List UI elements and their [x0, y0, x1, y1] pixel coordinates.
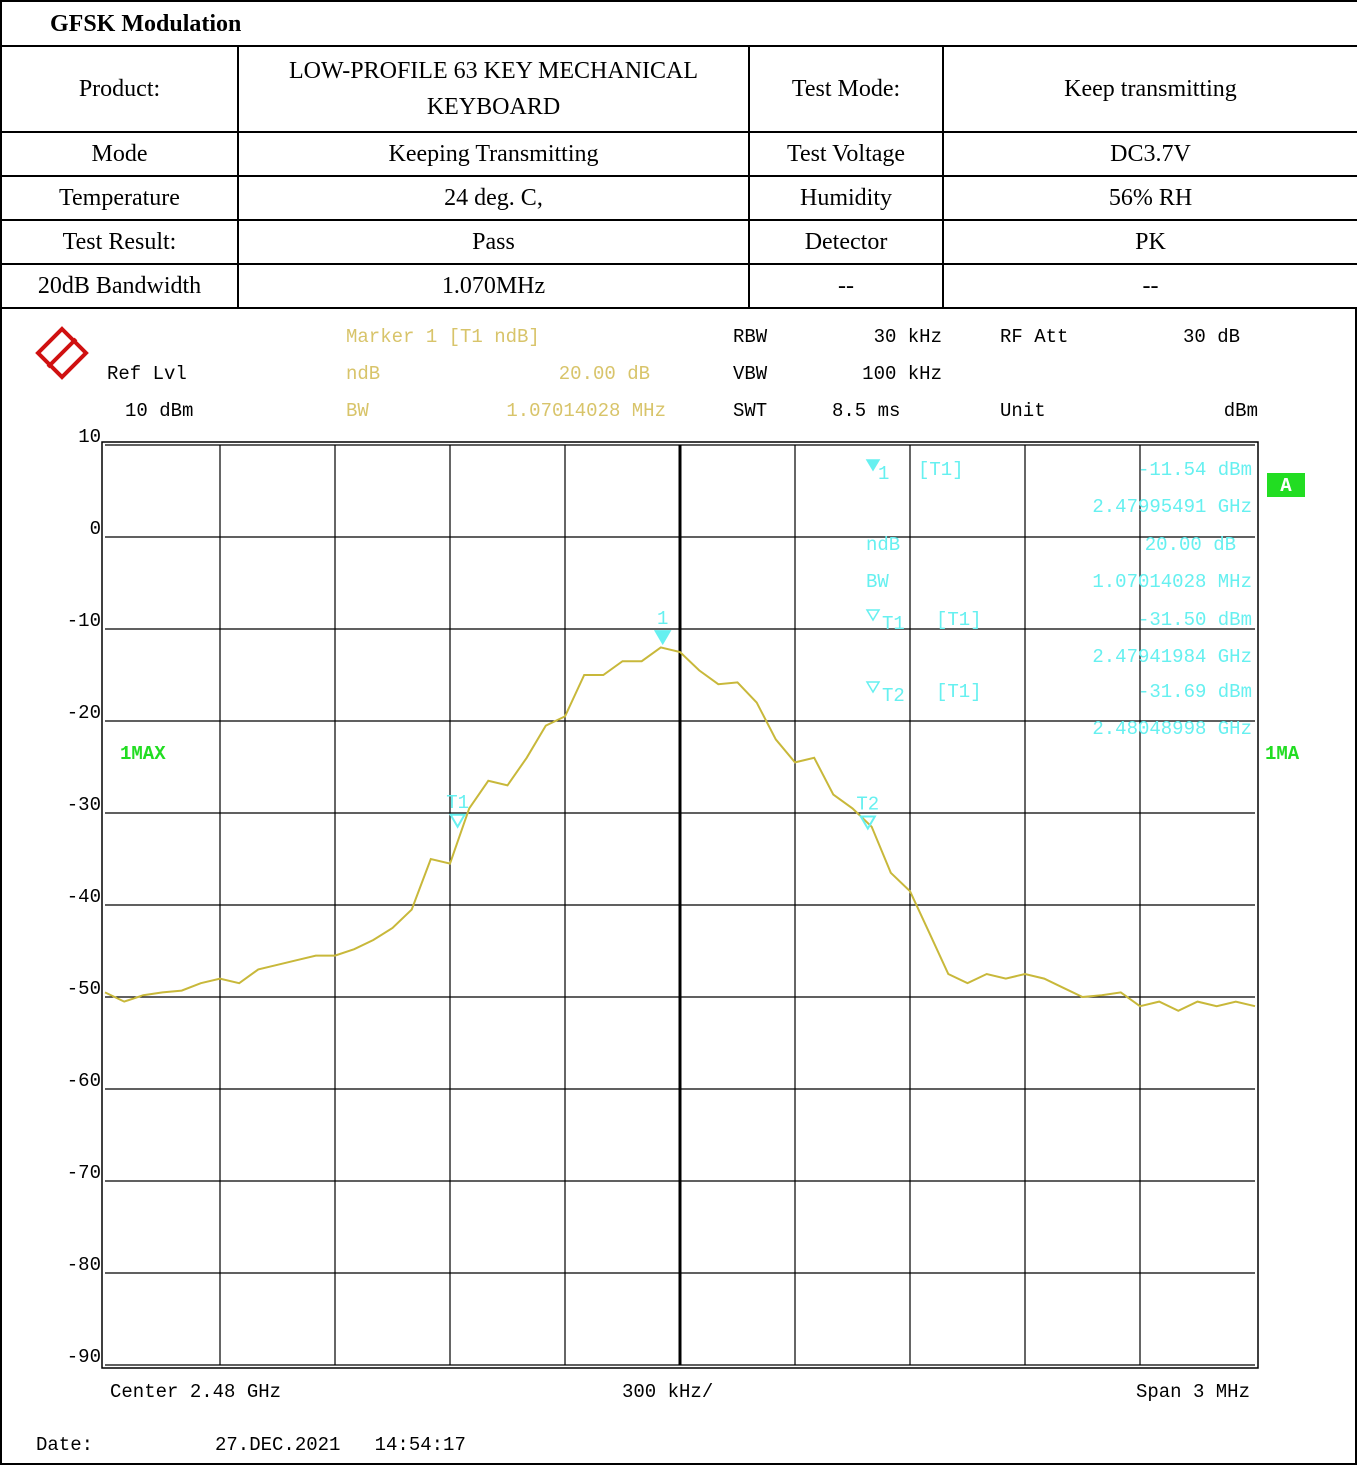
table-cell: DC3.7V — [942, 131, 1357, 177]
trace — [104, 646, 1256, 1012]
readout-value: 1.07014028 MHz — [1092, 571, 1252, 593]
header-text: dBm — [1224, 400, 1258, 422]
y-tick-label: -80 — [67, 1254, 101, 1276]
badge-box — [1267, 473, 1305, 497]
header-text: Marker 1 [T1 ndB] — [346, 326, 540, 348]
readout-name: BW — [866, 571, 889, 593]
readout-freq: 2.47941984 GHz — [1092, 646, 1252, 668]
y-tick-label: -20 — [67, 702, 101, 724]
logo — [35, 326, 89, 380]
readout-tag: [T1] — [936, 609, 982, 631]
table-cell: Product: — [0, 45, 239, 133]
table-cell: PK — [942, 219, 1357, 265]
readout-value: -11.54 dBm — [1138, 459, 1252, 481]
marker-label: T1 — [446, 792, 469, 814]
table-cell: Test Mode: — [748, 45, 944, 133]
date-label: Date: — [36, 1434, 93, 1456]
header-text: 30 kHz — [874, 326, 942, 348]
table-cell: Pass — [237, 219, 750, 265]
table-cell: 56% RH — [942, 175, 1357, 221]
marker — [448, 813, 467, 829]
table-cell: Detector — [748, 219, 944, 265]
readout-name: T1 — [882, 613, 905, 635]
y-tick-label: -70 — [67, 1162, 101, 1184]
table-cell: Keeping Transmitting — [237, 131, 750, 177]
readout-triangle — [865, 459, 881, 472]
readout-name: ndB — [866, 534, 900, 556]
x-div: 300 kHz/ — [622, 1381, 713, 1403]
table-cell: -- — [942, 263, 1357, 309]
table-cell: 24 deg. C, — [237, 175, 750, 221]
header-text: RF Att — [1000, 326, 1068, 348]
marker-label: T2 — [856, 794, 879, 816]
readout-triangle — [865, 681, 881, 694]
table-cell: -- — [748, 263, 944, 309]
trace-label: 1MAX — [120, 743, 166, 765]
header-text: RBW — [733, 326, 768, 348]
y-tick-label: -50 — [67, 978, 101, 1000]
header-text: 8.5 ms — [832, 400, 900, 422]
header-text: 30 dB — [1183, 326, 1240, 348]
table-cell: Temperature — [0, 175, 239, 221]
x-span: Span 3 MHz — [1136, 1381, 1250, 1403]
info-table: GFSK Modulation Product: LOW-PROFILE 63 K… — [0, 0, 1357, 309]
date: 27.DEC.2021 14:54:17 — [215, 1434, 466, 1456]
readout-value: -31.50 dBm — [1138, 609, 1252, 631]
header-text: ndB — [346, 363, 380, 385]
table-cell: 20dB Bandwidth — [0, 263, 239, 309]
readout-name: 1 — [878, 463, 889, 485]
y-tick-label: -90 — [67, 1346, 101, 1368]
plot-frame — [101, 441, 1259, 1369]
marker — [653, 630, 672, 646]
report-title: GFSK Modulation — [0, 0, 1357, 47]
header-text: BW — [346, 400, 369, 422]
readout-tag: [T1] — [936, 681, 982, 703]
trace-label-right: 1MA — [1265, 743, 1300, 765]
header-text: 100 kHz — [862, 363, 942, 385]
y-tick-label: 0 — [90, 518, 101, 540]
header-text: 20.00 dB — [559, 363, 650, 385]
readout-value: -31.69 dBm — [1138, 681, 1252, 703]
chart-border — [0, 307, 1357, 1465]
x-center: Center 2.48 GHz — [110, 1381, 281, 1403]
y-tick-label: -30 — [67, 794, 101, 816]
marker — [859, 815, 877, 831]
header-text: Unit — [1000, 400, 1046, 422]
table-cell: LOW-PROFILE 63 KEY MECHANICAL KEYBOARD — [237, 45, 750, 133]
table-cell: Humidity — [748, 175, 944, 221]
readout-freq: 2.48048998 GHz — [1092, 718, 1252, 740]
table-cell: Test Voltage — [748, 131, 944, 177]
header-text: 10 dBm — [125, 400, 193, 422]
header-text: 1.07014028 MHz — [506, 400, 666, 422]
header-text: Ref Lvl — [107, 363, 187, 385]
table-cell: Test Result: — [0, 219, 239, 265]
readout-triangle — [865, 609, 881, 622]
marker-label: 1 — [657, 608, 668, 630]
y-tick-label: -60 — [67, 1070, 101, 1092]
readout-name: T2 — [882, 685, 905, 707]
table-cell: Keep transmitting — [942, 45, 1357, 133]
y-tick-label: -40 — [67, 886, 101, 908]
readout-tag: [T1] — [918, 459, 964, 481]
readout-value: 20.00 dB — [1145, 534, 1236, 556]
header-text: VBW — [733, 363, 768, 385]
y-tick-label: -10 — [67, 610, 101, 632]
y-tick-label: 10 — [78, 426, 101, 448]
header-text: SWT — [733, 400, 767, 422]
badge: A — [1280, 475, 1292, 497]
readout-freq: 2.47995491 GHz — [1092, 496, 1252, 518]
table-cell: Mode — [0, 131, 239, 177]
table-cell: 1.070MHz — [237, 263, 750, 309]
